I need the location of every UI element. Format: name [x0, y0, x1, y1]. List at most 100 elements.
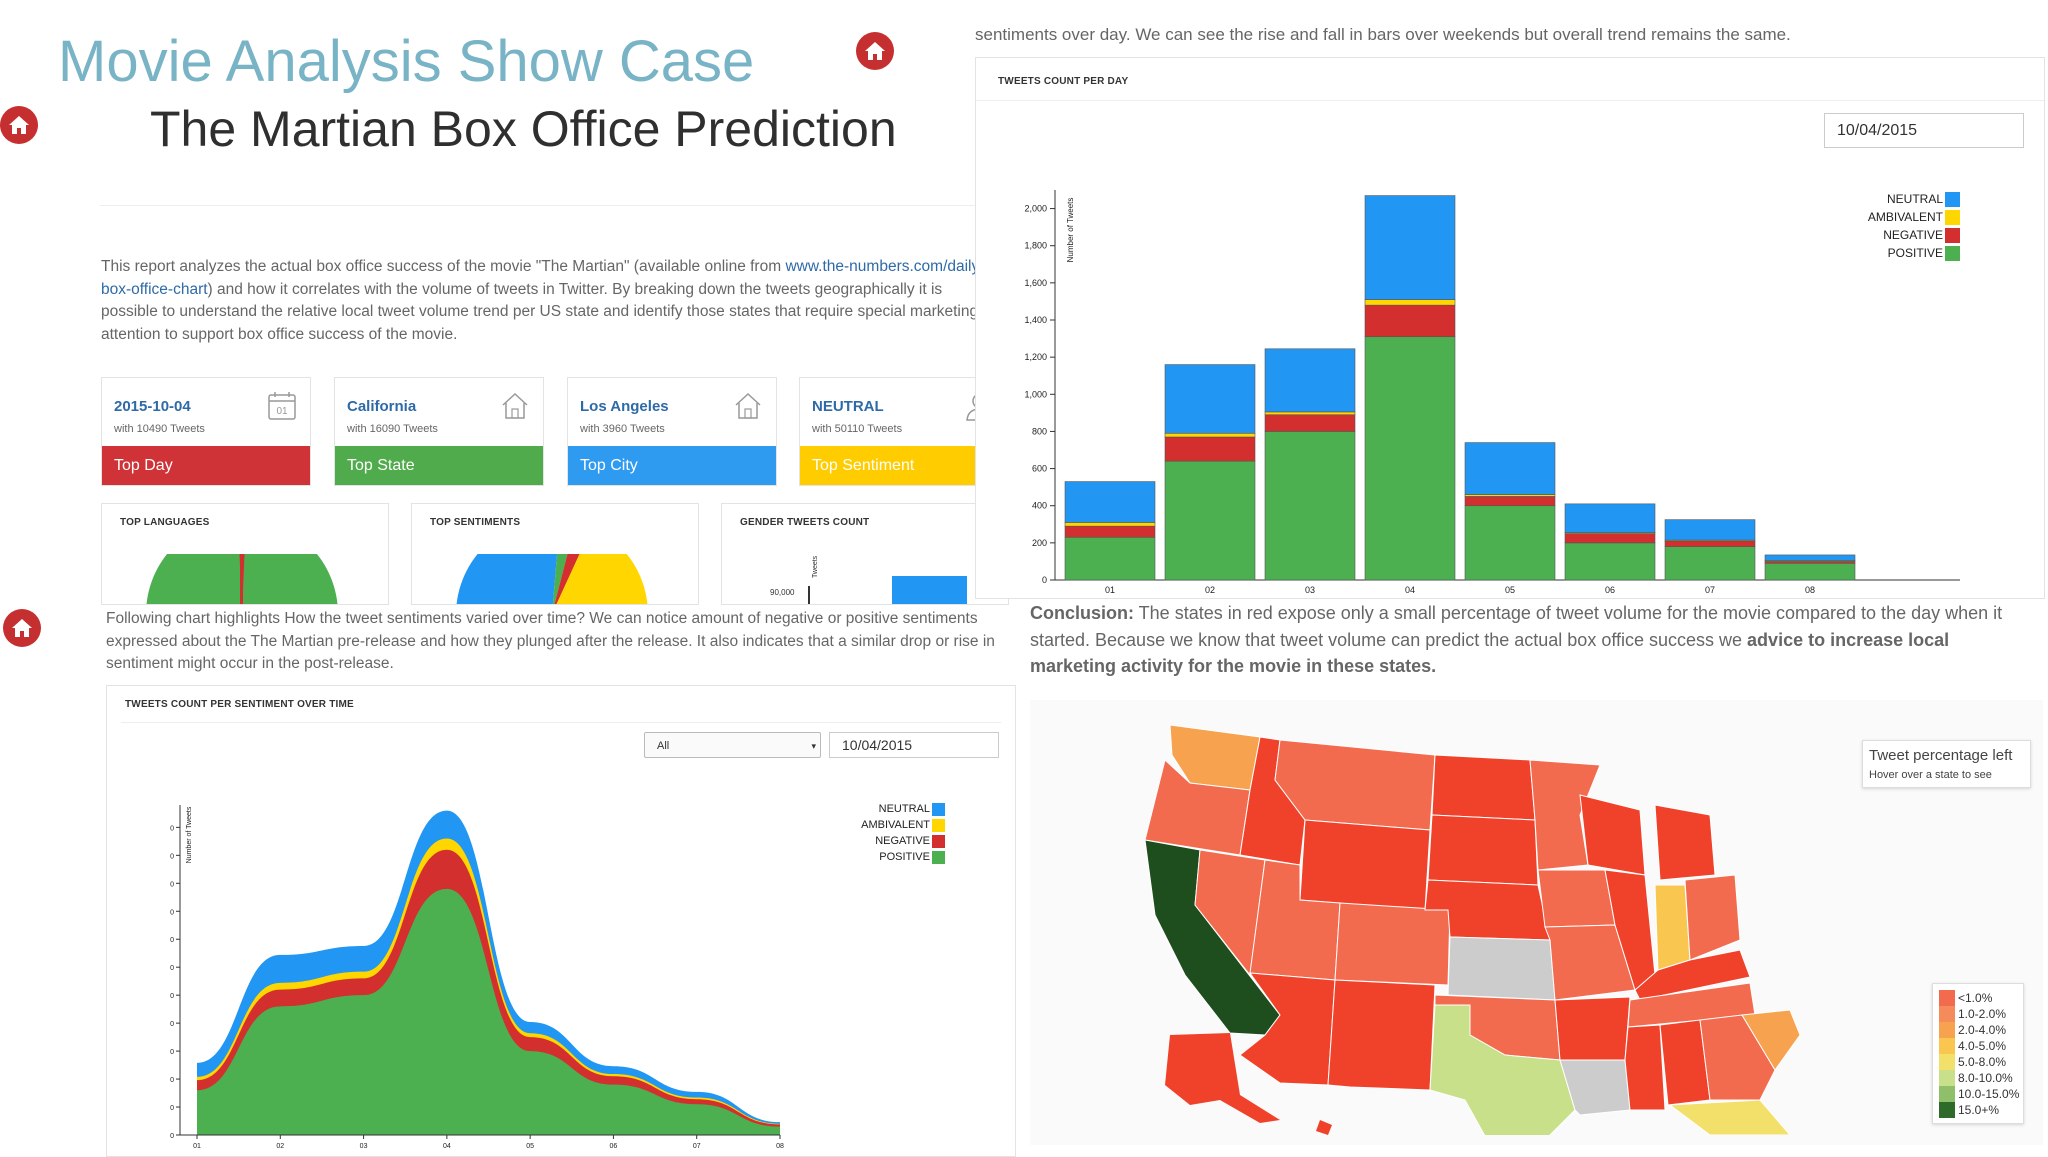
- tweets-per-day-chart: 0 200 400 600 800 1,000 1,200 1,400 1,600 1,800 2,…: [1024, 190, 1960, 595]
- bar-legend: NEUTRAL AMBIVALENT NEGATIVE POSITIVE: [1830, 190, 1960, 262]
- y-tick-label: 3,500: [170, 937, 174, 944]
- scale-item: 5.0-8.0%: [1939, 1054, 2023, 1070]
- y-tick-label: 1,600: [1024, 278, 1047, 288]
- x-tick-label: 02: [1205, 585, 1215, 595]
- state-louisiana: [1559, 1059, 1631, 1116]
- bar-segment: [1264, 411, 1356, 416]
- state-south-carolina: [1741, 1009, 1800, 1071]
- kpi-sub: with 16090 Tweets: [347, 423, 438, 435]
- kpi-top-day[interactable]: 2015-10-04 with 10490 Tweets 01 Top Day: [101, 377, 311, 486]
- scale-label: 8.0-10.0%: [1958, 1071, 2013, 1085]
- bar-segment: [1464, 442, 1556, 495]
- panel-title: TOP SENTIMENTS: [430, 517, 521, 528]
- page-title: Movie Analysis Show Case: [58, 29, 755, 94]
- state-wisconsin: [1579, 794, 1646, 876]
- scale-label: 5.0-8.0%: [1958, 1055, 2007, 1069]
- bar-segment: [1364, 336, 1456, 581]
- y-tick-label: 1,800: [1024, 241, 1047, 251]
- legend-swatch: [1945, 191, 1960, 207]
- x-tick-label: 06: [610, 1143, 618, 1150]
- bar-date-input[interactable]: [1824, 113, 2024, 148]
- kpi-label: Top City: [568, 446, 776, 485]
- scale-label: <1.0%: [1958, 991, 1993, 1005]
- languages-pie: [146, 554, 338, 604]
- intro-link[interactable]: www.the-numbers.com/daily-box-office-cha…: [101, 258, 985, 298]
- map-tooltip: Tweet percentage left Hover over a state…: [1862, 740, 2031, 788]
- scale-label: 2.0-4.0%: [1958, 1023, 2007, 1037]
- legend-label: NEUTRAL: [1886, 192, 1943, 206]
- kpi-top-state[interactable]: California with 16090 Tweets Top State: [334, 377, 544, 486]
- page-subtitle: The Martian Box Office Prediction: [150, 101, 897, 157]
- kpi-label: Top Sentiment: [800, 446, 1008, 485]
- y-tick-label: 4,000: [170, 909, 174, 916]
- divider: [100, 205, 1005, 206]
- stream-description: Following chart highlights How the tweet…: [106, 610, 995, 672]
- x-tick-label: 01: [1105, 585, 1115, 595]
- sentiment-select[interactable]: All ▾: [644, 732, 821, 758]
- legend-item-positive: POSITIVE: [1830, 244, 1960, 262]
- x-tick-label: 05: [1505, 585, 1515, 595]
- stream-legend: NEUTRAL AMBIVALENT NEGATIVE POSITIVE: [820, 801, 945, 865]
- y-tick-label: 2,000: [1024, 204, 1047, 214]
- kpi-value: Los Angeles: [580, 398, 669, 415]
- scale-item: 2.0-4.0%: [1939, 1022, 2023, 1038]
- y-tick-label: 1,500: [170, 1049, 174, 1056]
- bar-segment: [1164, 460, 1256, 581]
- legend-label: NEGATIVE: [875, 835, 930, 847]
- scale-label: 10.0-15.0%: [1958, 1087, 2020, 1101]
- home-button-left[interactable]: [0, 106, 38, 144]
- bar-segment: [1564, 542, 1656, 581]
- scale-swatch: [1939, 1086, 1955, 1102]
- home-button-top[interactable]: [856, 32, 894, 70]
- scale-label: 4.0-5.0%: [1958, 1039, 2007, 1053]
- top-right-text: sentiments over day. We can see the rise…: [975, 25, 1791, 44]
- panel-title: TWEETS COUNT PER SENTIMENT OVER TIME: [125, 699, 354, 710]
- y-tick-label: 0: [1042, 575, 1047, 585]
- gender-tweets-panel: GENDER TWEETS COUNT 90,000 Tweets: [721, 503, 1009, 605]
- panel-title: TWEETS COUNT PER DAY: [998, 76, 1129, 87]
- state-iowa: [1537, 869, 1616, 928]
- panel-title: TOP LANGUAGES: [120, 517, 210, 528]
- stream-date-input[interactable]: [829, 732, 999, 758]
- kpi-sub: with 50110 Tweets: [812, 423, 903, 435]
- state-colorado: [1334, 902, 1451, 986]
- state-south-dakota: [1427, 814, 1539, 886]
- bar-segment: [1164, 432, 1256, 438]
- kpi-value: California: [347, 398, 417, 415]
- x-tick-label: 07: [693, 1143, 701, 1150]
- gender-axis-label: Tweets: [812, 555, 819, 578]
- y-tick-label: 1,000: [1024, 389, 1047, 399]
- y-tick-label: 600: [1032, 464, 1047, 474]
- conclusion-paragraph: Conclusion: The states in red expose onl…: [1030, 600, 2040, 680]
- legend-item-negative: NEGATIVE: [820, 833, 945, 849]
- gender-bar: [892, 576, 967, 604]
- tooltip-title: Tweet percentage left: [1869, 747, 2013, 764]
- bar-segment: [1664, 540, 1756, 547]
- bar-segment: [1264, 431, 1356, 581]
- x-tick-label: 08: [1805, 585, 1815, 595]
- bar-segment: [1464, 505, 1556, 581]
- x-tick-label: 04: [443, 1143, 451, 1150]
- legend-swatch: [1945, 245, 1960, 261]
- bar-segment: [1264, 414, 1356, 432]
- legend-swatch: [932, 802, 945, 816]
- y-tick-label: 3,000: [170, 965, 174, 972]
- home-button-middle[interactable]: [3, 609, 41, 647]
- bar-segment: [1664, 519, 1756, 541]
- conclusion-text: The states in red expose only a small pe…: [1030, 603, 2003, 650]
- kpi-label: Top State: [335, 446, 543, 485]
- top-sentiments-panel: TOP SENTIMENTS: [411, 503, 699, 605]
- scale-swatch: [1939, 1022, 1955, 1038]
- us-states-map[interactable]: [1110, 715, 1800, 1135]
- x-tick-label: 08: [776, 1143, 784, 1150]
- chevron-down-icon: ▾: [811, 741, 816, 751]
- legend-swatch: [1945, 227, 1960, 243]
- bar-segment: [1364, 195, 1456, 300]
- y-tick-label: 800: [1032, 426, 1047, 436]
- y-tick-label: 1,400: [1024, 315, 1047, 325]
- state-north-dakota: [1431, 754, 1536, 821]
- x-tick-label: 05: [526, 1143, 534, 1150]
- y-tick-label: 1,200: [1024, 352, 1047, 362]
- kpi-top-city[interactable]: Los Angeles with 3960 Tweets Top City: [567, 377, 777, 486]
- legend-label: POSITIVE: [879, 851, 930, 863]
